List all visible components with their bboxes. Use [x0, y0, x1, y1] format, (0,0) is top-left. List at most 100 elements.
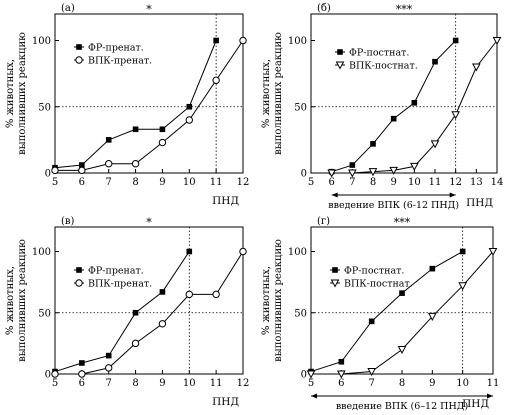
x-tick-label: 5	[308, 378, 314, 389]
data-point	[397, 346, 407, 355]
data-point	[347, 169, 357, 178]
data-point	[159, 289, 166, 295]
y-tick-label: 100	[32, 247, 51, 258]
x-tick-label: 7	[106, 378, 112, 389]
series-line-0	[54, 251, 190, 373]
x-axis-label: ПНД	[212, 195, 239, 207]
data-point	[186, 103, 193, 110]
series-line-0	[310, 251, 463, 373]
data-point	[239, 247, 247, 256]
panel-label: (в)	[61, 216, 75, 227]
data-point	[452, 37, 459, 44]
x-tick-label: 10	[183, 378, 196, 389]
x-tick-label: 7	[349, 177, 355, 188]
series-line-1	[55, 40, 244, 171]
data-point	[213, 37, 219, 44]
x-tick-label: 11	[210, 177, 223, 188]
data-point	[51, 166, 59, 175]
x-tick-label: 12	[237, 378, 250, 389]
data-point	[132, 126, 139, 133]
y-axis-label: % животных,выполнивших реакцию	[5, 239, 28, 362]
x-tick-label: 6	[79, 177, 85, 188]
data-point	[429, 265, 436, 272]
data-point	[239, 36, 247, 45]
legend-label: ВПК-пренат.	[88, 279, 152, 290]
x-axis-label: ПНД	[466, 197, 493, 209]
legend-marker	[337, 49, 343, 55]
plot-frame	[310, 13, 498, 174]
arrow-head-right	[487, 393, 493, 399]
data-point	[471, 63, 481, 72]
x-tick-label: 8	[132, 378, 138, 389]
significance-marker: ***	[394, 216, 411, 229]
panel-label: (а)	[61, 3, 75, 14]
legend-marker	[76, 267, 82, 273]
y-axis-label: % животных,выполнивших реакцию	[261, 239, 284, 362]
data-point	[158, 138, 167, 147]
data-point	[79, 360, 85, 366]
x-axis-label: ПНД	[212, 396, 239, 408]
arrow-head-left	[311, 393, 317, 399]
data-point	[368, 318, 375, 325]
panel-label: (г)	[317, 216, 330, 227]
data-point	[430, 140, 440, 149]
data-point	[327, 169, 337, 178]
x-tick-label: 6	[328, 177, 334, 188]
x-tick-label: 6	[79, 378, 85, 389]
data-point	[105, 352, 112, 359]
data-point	[390, 115, 397, 122]
data-point	[409, 162, 419, 171]
data-point	[349, 162, 356, 168]
data-point	[159, 126, 166, 133]
y-tick-label: 100	[288, 36, 307, 47]
x-tick-label: 7	[106, 177, 112, 188]
legend-marker	[332, 267, 338, 273]
data-point	[105, 364, 113, 372]
data-point	[131, 160, 140, 168]
y-tick-label: 50	[38, 308, 51, 319]
y-tick-label: 0	[301, 370, 307, 381]
legend-label: ВПК-постнат.	[349, 61, 418, 72]
x-tick-label: 11	[210, 378, 223, 389]
data-point	[212, 290, 220, 299]
data-point	[185, 116, 193, 124]
data-point	[370, 141, 376, 147]
x-tick-label: 8	[399, 378, 405, 389]
data-point	[338, 358, 345, 365]
data-point	[185, 290, 193, 299]
y-tick-label: 50	[294, 102, 307, 113]
data-point	[389, 166, 399, 175]
y-tick-label: 50	[38, 102, 51, 113]
y-axis-label: % животных,выполнивших реакцию	[261, 32, 284, 155]
y-tick-label: 0	[45, 370, 51, 381]
significance-marker: ***	[396, 3, 413, 16]
x-tick-label: 9	[159, 177, 165, 188]
x-tick-label: 10	[183, 177, 196, 188]
y-tick-label: 0	[45, 169, 51, 180]
legend-marker	[335, 61, 345, 70]
x-tick-label: 8	[370, 177, 376, 188]
y-tick-label: 50	[294, 308, 307, 319]
x-tick-label: 7	[368, 378, 374, 389]
data-point	[432, 58, 438, 65]
x-tick-label: 5	[52, 177, 58, 188]
data-point	[411, 99, 418, 106]
x-tick-label: 10	[408, 177, 421, 188]
x-tick-label: 12	[449, 177, 462, 188]
y-tick-label: 100	[32, 36, 51, 47]
annotation-text: введение ВПК (6–12 ПНД)	[336, 401, 468, 412]
data-point	[78, 166, 86, 175]
data-point	[186, 248, 193, 255]
panel-0: 5 6 7 8 9 10 11 12 0 50 100 (а) * ПНД % животных,выпол…	[5, 3, 249, 207]
legend-label: ФР-постнат.	[349, 48, 409, 59]
y-tick-label: 100	[288, 247, 307, 258]
significance-marker: *	[146, 216, 152, 229]
data-point	[78, 370, 86, 378]
x-tick-label: 8	[132, 177, 138, 188]
arrow-head-left	[331, 192, 338, 198]
data-point	[105, 160, 113, 168]
significance-marker: *	[146, 3, 152, 16]
data-point	[79, 162, 85, 168]
x-axis-label: ПНД	[462, 398, 489, 410]
